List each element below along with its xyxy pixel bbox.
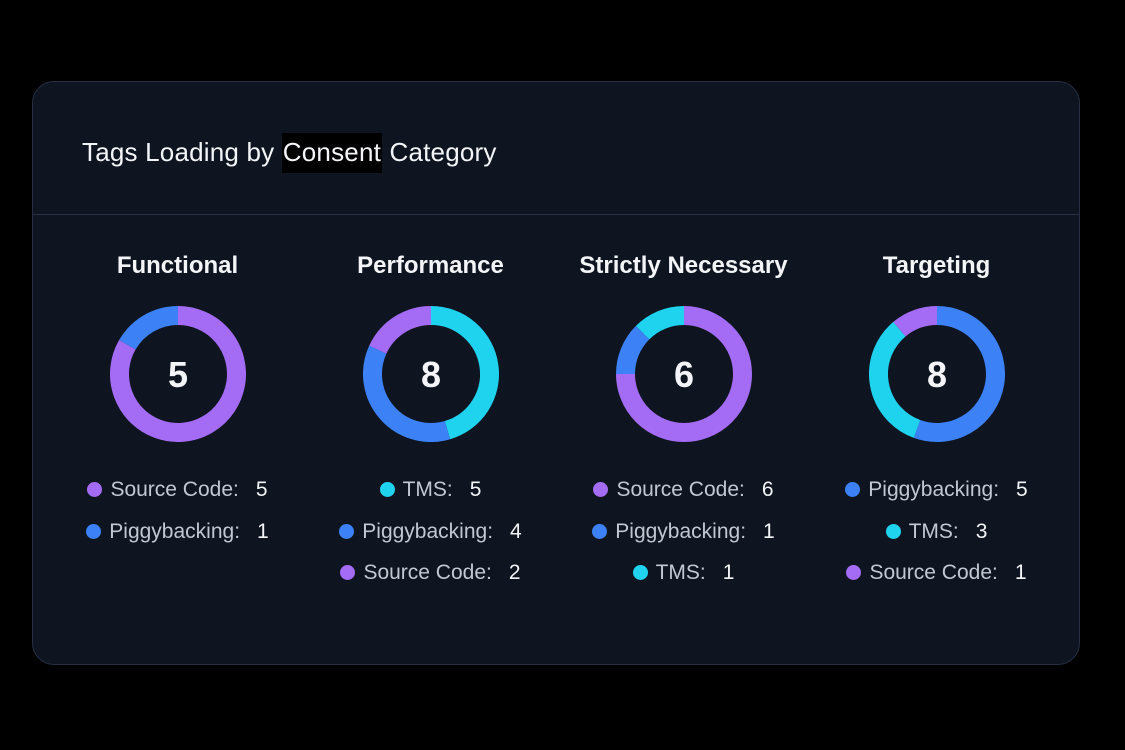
donut-slice-piggybacking	[913, 306, 1005, 442]
card-title-part-2: Category	[382, 137, 497, 167]
legend-dot-icon	[632, 565, 648, 580]
donut-svg: 5	[110, 306, 246, 442]
legend-value: 1	[1014, 561, 1027, 584]
category-title: Functional	[116, 252, 239, 279]
legend-value: 4	[510, 519, 522, 543]
legend-dot-icon	[379, 482, 395, 497]
legend-item-tms: TMS: 1	[557, 561, 810, 603]
legend-label: TMS:	[402, 478, 453, 501]
legend-dot-icon	[593, 482, 609, 497]
legend-value: 1	[257, 519, 269, 543]
legend-item-tms: TMS: 3	[810, 520, 1063, 562]
donut-slice-tms	[869, 321, 921, 438]
legend-value: 3	[975, 519, 988, 543]
donut-total: 5	[168, 354, 188, 395]
legend-dot-icon	[87, 482, 103, 497]
legend-label: Source Code:	[110, 478, 239, 501]
legend-targeting: Piggybacking: 5 TMS: 3 Source Code: 1	[810, 478, 1063, 603]
category-title: Targeting	[882, 252, 991, 279]
legend-label: TMS:	[908, 519, 959, 543]
donut-slice-piggybacking	[616, 325, 650, 375]
donut-slice-source-code	[616, 306, 752, 442]
category-title: Strictly Necessary	[579, 252, 788, 279]
legend-label: Source Code:	[869, 561, 998, 584]
legend-label: TMS:	[655, 561, 706, 584]
legend-dot-icon	[845, 482, 861, 497]
legend-value: 6	[761, 478, 774, 501]
donut-chart-performance: 8	[363, 306, 499, 442]
category-title: Performance	[357, 252, 504, 279]
donut-slice-source-code	[110, 306, 246, 442]
legend-dot-icon	[885, 523, 901, 539]
legend-item-tms: TMS: 5	[304, 478, 557, 520]
legend-value: 5	[255, 478, 268, 501]
legend-item-source-code: Source Code: 2	[304, 561, 557, 603]
category-strictly-necessary: Strictly Necessary 6 Source Code: 6 Piggyb…	[557, 252, 810, 642]
donut-slice-source-code	[893, 306, 938, 337]
donut-slice-piggybacking	[119, 306, 179, 350]
card-title: Tags Loading by Consent Category	[82, 133, 497, 173]
legend-value: 5	[469, 478, 482, 501]
legend-value: 5	[1016, 478, 1028, 501]
category-performance: Performance 8 TMS: 5 Piggybacking: 4 Source …	[304, 252, 557, 642]
category-targeting: Targeting 8 Piggybacking: 5 TMS: 3 Source Co…	[810, 252, 1063, 642]
legend-dot-icon	[846, 565, 862, 580]
legend-dot-icon	[592, 523, 608, 539]
legend-item-piggybacking: Piggybacking: 1	[51, 520, 304, 562]
donut-slice-source-code	[369, 306, 432, 355]
legend-dot-icon	[86, 523, 102, 539]
legend-item-piggybacking: Piggybacking: 1	[557, 520, 810, 562]
legend-value: 2	[508, 561, 521, 584]
donut-total: 8	[421, 354, 441, 395]
legend-item-source-code: Source Code: 1	[810, 561, 1063, 603]
donut-svg: 8	[363, 306, 499, 442]
consent-category-card: Tags Loading by Consent Category Functio…	[32, 81, 1080, 665]
legend-value: 1	[763, 519, 775, 543]
donut-slice-tms	[430, 306, 499, 440]
legend-strictly-necessary: Source Code: 6 Piggybacking: 1 TMS: 1	[557, 478, 810, 603]
header-divider	[33, 214, 1079, 215]
card-title-part-1: Tags Loading by	[82, 137, 282, 167]
donut-total: 6	[674, 354, 694, 395]
legend-dot-icon	[340, 565, 356, 580]
legend-item-piggybacking: Piggybacking: 5	[810, 478, 1063, 520]
donut-total: 8	[927, 354, 947, 395]
legend-label: Piggybacking:	[362, 519, 494, 543]
category-functional: Functional 5 Source Code: 5 Piggybacking: 1	[51, 252, 304, 642]
donut-chart-targeting: 8	[869, 306, 1005, 442]
donut-slice-tms	[635, 306, 685, 340]
legend-label: Source Code:	[363, 561, 492, 584]
legend-item-piggybacking: Piggybacking: 4	[304, 520, 557, 562]
donut-chart-functional: 5	[110, 306, 246, 442]
legend-label: Piggybacking:	[615, 519, 747, 543]
donut-chart-strictly-necessary: 6	[616, 306, 752, 442]
legend-item-source-code: Source Code: 6	[557, 478, 810, 520]
legend-label: Piggybacking:	[109, 519, 241, 543]
legend-item-source-code: Source Code: 5	[51, 478, 304, 520]
legend-label: Source Code:	[616, 478, 745, 501]
legend-performance: TMS: 5 Piggybacking: 4 Source Code: 2	[304, 478, 557, 603]
donut-slice-piggybacking	[363, 345, 451, 442]
donut-svg: 6	[616, 306, 752, 442]
donut-svg: 8	[869, 306, 1005, 442]
legend-value: 1	[722, 561, 735, 584]
card-title-highlight: Consent	[281, 133, 383, 173]
legend-functional: Source Code: 5 Piggybacking: 1	[51, 478, 304, 561]
legend-dot-icon	[339, 523, 355, 539]
legend-label: Piggybacking:	[868, 478, 1000, 501]
